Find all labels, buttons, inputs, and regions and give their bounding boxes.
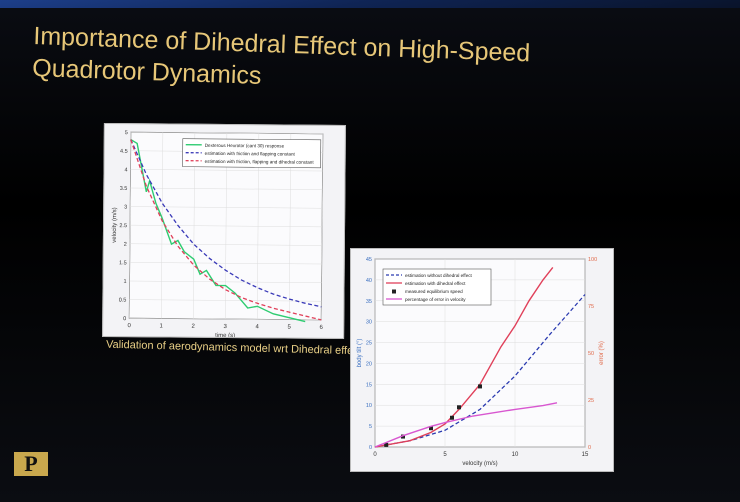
data-point-measured xyxy=(429,426,433,431)
x-tick-label: 6 xyxy=(319,325,323,331)
grid-line-y xyxy=(129,299,322,302)
chart-velocity-panel: 0 1 2 3 4 5 6 0 0.5 1 1.5 2 2.5 3 3.5 4 4.5 5 time (s) velo… xyxy=(102,122,346,339)
y-tick-label: 0 xyxy=(123,316,126,322)
y-tick-label: 0 xyxy=(369,445,372,451)
grid-line-y xyxy=(130,224,323,228)
grid-line-y xyxy=(129,262,322,265)
grid-line-y xyxy=(130,131,323,135)
y2-tick-label: 100 xyxy=(588,257,597,263)
y-tick-label: 5 xyxy=(369,424,372,430)
legend-label: Dexterous Hexrotor (cant 30) response xyxy=(205,143,285,149)
grid-line-y xyxy=(129,280,322,283)
x-tick-label: 0 xyxy=(373,452,377,458)
data-point-measured xyxy=(478,384,482,389)
data-point-measured xyxy=(401,434,405,439)
y-tick-label: 40 xyxy=(366,278,372,284)
y-tick-label: 10 xyxy=(366,403,372,409)
x-tick-label: 2 xyxy=(191,324,195,330)
chart-tilt: 0 5 10 150510152025303540450255075100veloci… xyxy=(357,257,605,467)
y2-axis-label: error (%) xyxy=(599,341,605,365)
grid-line-y xyxy=(129,317,322,321)
y-tick-label: 30 xyxy=(366,320,372,326)
y2-tick-label: 25 xyxy=(588,398,594,404)
legend-box xyxy=(182,138,322,169)
y-tick-label: 5 xyxy=(125,130,128,136)
legend-label: estimation with friction, flapping and d… xyxy=(205,159,315,165)
grid-line-y xyxy=(129,243,322,246)
y-tick-label: 45 xyxy=(366,257,372,263)
y-tick-label: 35 xyxy=(366,299,372,305)
y2-tick-label: 75 xyxy=(588,304,594,310)
x-tick-label: 3 xyxy=(223,324,227,330)
grid-line-x xyxy=(128,132,132,319)
x-axis-label: velocity (m/s) xyxy=(462,461,497,467)
series-line-2 xyxy=(130,139,322,321)
y-tick-label: 20 xyxy=(366,361,372,367)
y-tick-label: 0.5 xyxy=(119,297,127,303)
legend-label: estimation without dihedral effect xyxy=(405,273,473,278)
legend-label: estimation with dihedral effect xyxy=(405,281,466,286)
x-tick-label: 1 xyxy=(159,323,163,329)
x-tick-label: 10 xyxy=(512,452,519,458)
x-tick-label: 0 xyxy=(127,323,131,329)
grid-line-y xyxy=(130,187,323,190)
y-tick-label: 1 xyxy=(123,279,126,285)
x-tick-label: 15 xyxy=(582,452,589,458)
y-tick-label: 3.5 xyxy=(120,186,128,192)
data-point-measured xyxy=(450,415,454,420)
y-axis-label: body tilt (°) xyxy=(357,339,363,368)
y-tick-label: 1.5 xyxy=(119,260,127,266)
series-line-0 xyxy=(130,138,306,323)
data-point-measured xyxy=(457,405,461,410)
legend-marker xyxy=(392,289,396,294)
grid-line-y xyxy=(130,206,323,209)
legend-label: measured equilibrium speed xyxy=(405,289,463,294)
series-line-1 xyxy=(374,266,554,448)
y-tick-label: 2 xyxy=(124,242,127,248)
y-tick-label: 4.5 xyxy=(120,149,128,155)
y-tick-label: 4 xyxy=(124,167,127,173)
x-tick-label: 5 xyxy=(443,452,447,458)
x-tick-label: 5 xyxy=(287,325,291,331)
series-line-3 xyxy=(374,402,558,448)
y-tick-label: 25 xyxy=(366,341,372,347)
y-tick-label: 2.5 xyxy=(119,223,127,229)
y2-tick-label: 0 xyxy=(588,445,591,451)
chart-tilt-panel: 0 5 10 15 0 5 10 15 20 25 30 35 40 45 0 25 50 75 100 veloci… xyxy=(350,248,614,472)
x-tick-label: 4 xyxy=(255,324,259,330)
purdue-logo: P xyxy=(14,452,48,476)
x-axis-label: time (s) xyxy=(215,333,235,338)
y2-tick-label: 50 xyxy=(588,351,594,357)
data-point-measured xyxy=(384,442,389,447)
legend-label: percentage of error in velocity xyxy=(405,297,466,302)
y-tick-label: 15 xyxy=(366,382,372,388)
series-line-1 xyxy=(130,139,322,308)
grid-line-y xyxy=(130,169,323,172)
y-axis-label: velocity (m/s) xyxy=(112,207,118,242)
legend-label: estimation with friction and flapping co… xyxy=(205,151,296,157)
chart-velocity: 0 1 2 3 4 5 6 0 0.5 1 1.5 2 2.5 3 3.5 4 4.5 5 time (s) velo… xyxy=(112,130,324,339)
y-tick-label: 3 xyxy=(124,205,127,211)
